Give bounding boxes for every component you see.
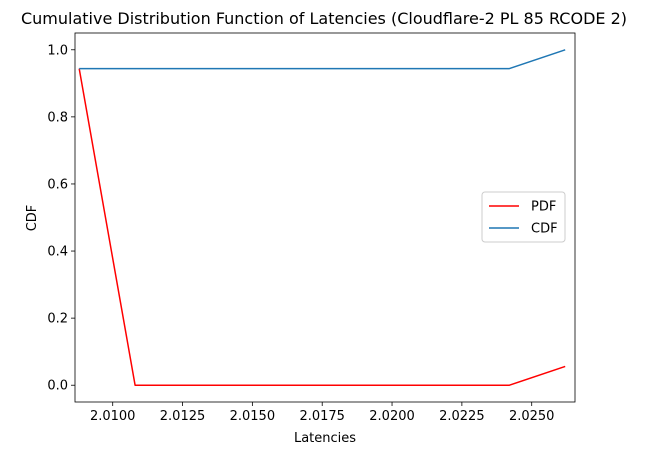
y-tick-label: 0.4 bbox=[47, 245, 68, 260]
x-tick-label: 2.0125 bbox=[160, 409, 206, 424]
x-tick-label: 2.0225 bbox=[439, 409, 485, 424]
y-axis-label: CDF bbox=[25, 205, 40, 232]
y-tick-label: 0.0 bbox=[47, 379, 68, 394]
x-tick-label: 2.0200 bbox=[369, 409, 415, 424]
x-tick-label: 2.0100 bbox=[90, 409, 136, 424]
legend: PDF CDF bbox=[481, 191, 566, 243]
chart-title: Cumulative Distribution Function of Late… bbox=[21, 9, 627, 28]
y-tick-label: 1.0 bbox=[47, 43, 68, 58]
legend-label-cdf: CDF bbox=[531, 222, 558, 237]
x-tick-label: 2.0250 bbox=[509, 409, 555, 424]
y-tick-label: 0.6 bbox=[47, 177, 68, 192]
x-axis-ticks: 2.0100 2.0125 2.0150 2.0175 2.0200 2.0225 2.02… bbox=[90, 402, 554, 424]
legend-frame bbox=[481, 191, 566, 243]
y-axis-ticks: 0.0 0.2 0.4 0.6 0.8 1.0 bbox=[47, 43, 75, 394]
plot-area bbox=[74, 32, 576, 403]
series-lines bbox=[78, 49, 566, 386]
series-line-cdf bbox=[79, 49, 566, 70]
x-tick-label: 2.0150 bbox=[230, 409, 276, 424]
x-axis-label: Latencies bbox=[294, 431, 356, 446]
y-tick-label: 0.2 bbox=[47, 312, 68, 327]
legend-label-pdf: PDF bbox=[531, 200, 556, 215]
plot-frame bbox=[74, 32, 576, 403]
x-tick-label: 2.0175 bbox=[299, 409, 345, 424]
series-line-pdf bbox=[78, 68, 566, 386]
y-tick-label: 0.8 bbox=[47, 110, 68, 125]
